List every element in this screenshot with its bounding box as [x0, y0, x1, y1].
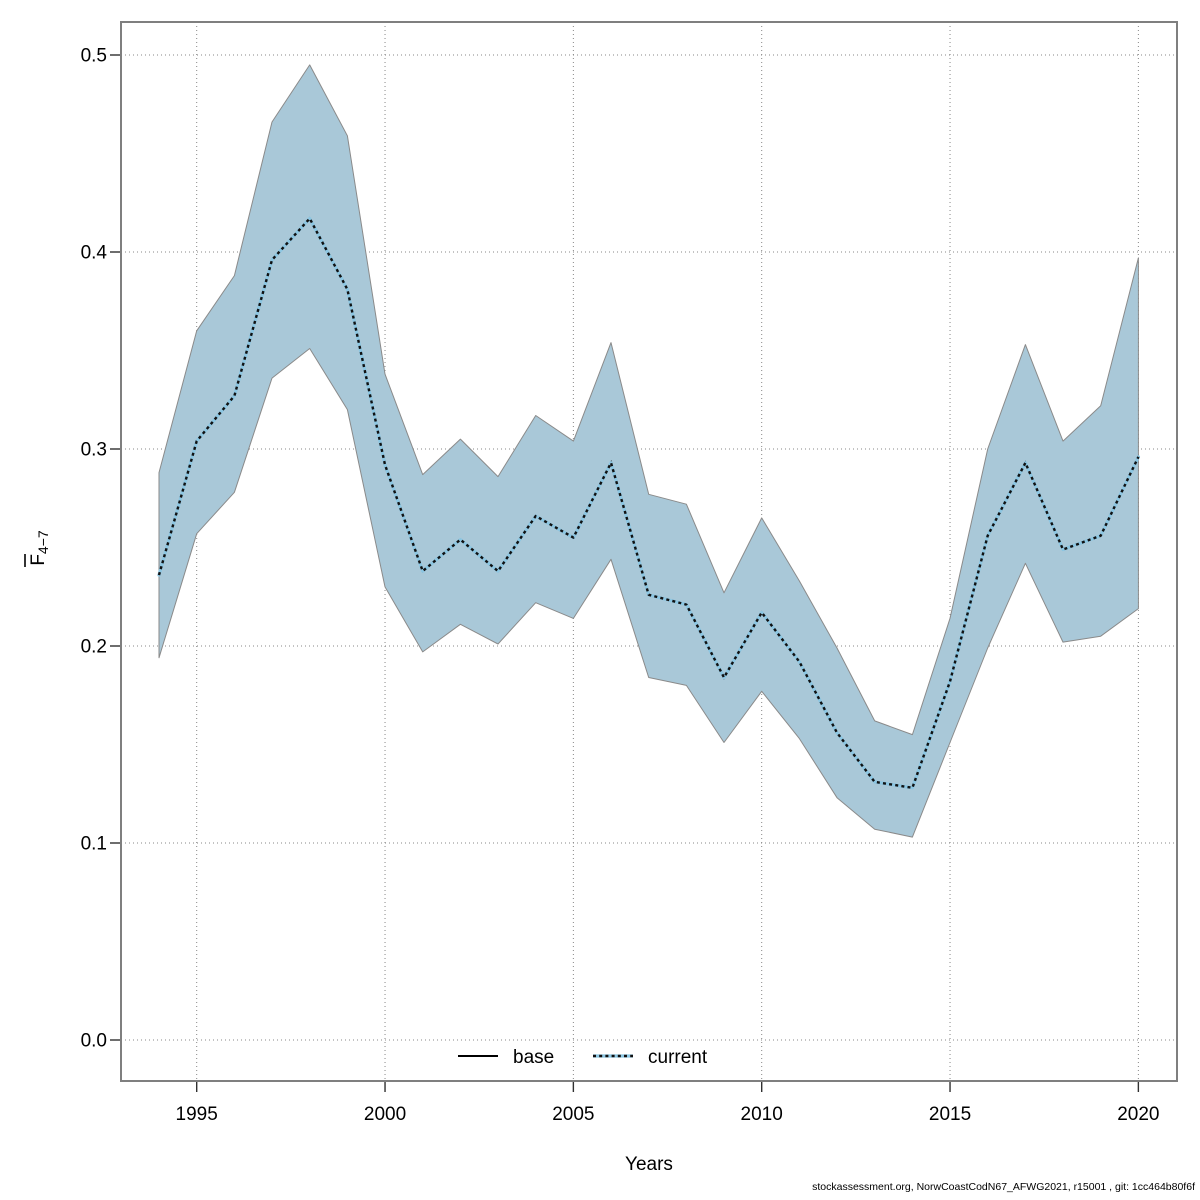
x-tick-label: 2005: [552, 1104, 594, 1125]
y-axis-title-text: F4−7: [28, 530, 51, 566]
y-tick-label: 0.3: [81, 440, 107, 461]
y-tick-label: 0.1: [81, 834, 107, 855]
legend-current-label: current: [648, 1047, 708, 1068]
y-axis-title: F4−7: [24, 530, 51, 567]
y-tick-label: 0.2: [81, 637, 107, 658]
y-tick-label: 0.4: [81, 243, 108, 264]
x-tick-label: 2020: [1117, 1104, 1159, 1125]
x-axis-title: Years: [625, 1154, 673, 1175]
legend-base-label: base: [513, 1047, 554, 1068]
x-tick-label: 1995: [176, 1104, 218, 1125]
x-tick-label: 2015: [929, 1104, 971, 1125]
y-tick-label: 0.0: [81, 1031, 107, 1052]
footer-credit: stockassessment.org, NorwCoastCodN67_AFW…: [812, 1181, 1195, 1193]
plot-border: [120, 21, 1178, 1082]
current-line: [157, 217, 1140, 789]
legend: base current: [458, 1047, 708, 1068]
x-tick-label: 2010: [741, 1104, 783, 1125]
x-tick-label: 2000: [364, 1104, 406, 1125]
confidence-band: [158, 64, 1139, 838]
y-tick-label: 0.5: [81, 46, 107, 67]
